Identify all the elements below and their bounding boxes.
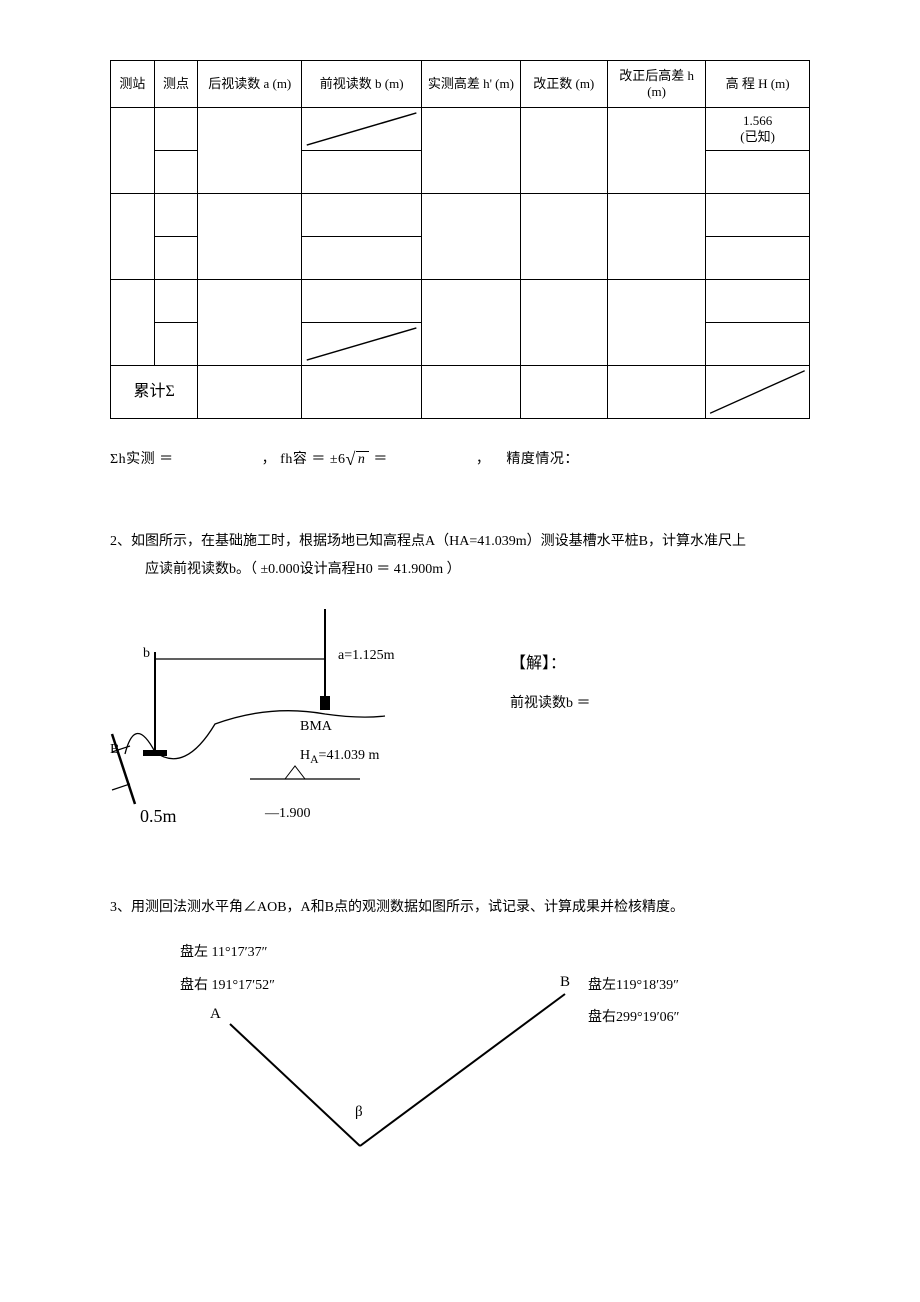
comma-1: ，	[262, 452, 277, 467]
cell-fore-3a	[302, 280, 422, 323]
cell-point-1a	[154, 108, 198, 151]
cell-sum-hprime	[422, 366, 520, 419]
cell-sum-elev-diag	[706, 366, 810, 419]
q2-solution-b: 前视读数b ＝	[510, 692, 591, 712]
q3-figure: 盘左 11°17′37″ 盘右 191°17′52″ A B 盘左119°18′…	[110, 936, 810, 1166]
th-point: 测点	[154, 61, 198, 108]
cell-elev-known: 1.566 (已知)	[706, 108, 810, 151]
cell-corr-3	[520, 280, 607, 366]
q2-solution-title: 【解】：	[510, 649, 566, 673]
cell-elev-2a	[706, 194, 810, 237]
cell-back-1	[198, 108, 302, 194]
fh-label: fh容 ＝ ±6	[280, 452, 345, 467]
cell-point-3a	[154, 280, 198, 323]
cell-corrh-1	[607, 108, 705, 194]
cell-fore-2a	[302, 194, 422, 237]
precision-label: 精度情况：	[506, 452, 579, 467]
cell-elev-3a	[706, 280, 810, 323]
cell-elev-1b	[706, 151, 810, 194]
q2-line2: 应读前视读数b。（ ±0.000设计高程H0 ＝ 41.900m ）	[110, 556, 810, 584]
document-page: 测站 测点 后视读数 a (m) 前视读数 b (m) 实测高差 h' (m) …	[0, 0, 920, 1206]
cell-sum-fore	[302, 366, 422, 419]
cell-sum-back	[198, 366, 302, 419]
question-2: 2、如图所示，在基础施工时，根据场地已知高程点A（HA=41.039m）测设基槽…	[110, 528, 810, 844]
cell-fore-1a-diag	[302, 108, 422, 151]
th-corrh: 改正后高差 h (m)	[607, 61, 705, 108]
cell-corr-2	[520, 194, 607, 280]
th-corr: 改正数 (m)	[520, 61, 607, 108]
cell-back-3	[198, 280, 302, 366]
cell-station-1	[111, 108, 155, 194]
cell-station-2	[111, 194, 155, 280]
th-fore: 前视读数 b (m)	[302, 61, 422, 108]
cell-point-1b	[154, 151, 198, 194]
q2-label-minus: —1.900	[265, 806, 311, 822]
q3-angle-svg	[110, 936, 810, 1166]
cell-station-3	[111, 280, 155, 366]
cell-point-2a	[154, 194, 198, 237]
cell-corrh-3	[607, 280, 705, 366]
cell-sum-corr	[520, 366, 607, 419]
cell-sum-corrh	[607, 366, 705, 419]
cell-corrh-2	[607, 194, 705, 280]
comma-2: ，	[476, 452, 491, 467]
th-back: 后视读数 a (m)	[198, 61, 302, 108]
question-3: 3、用测回法测水平角∠AOB，A和B点的观测数据如图所示，试记录、计算成果并检核…	[110, 894, 810, 1166]
sqrt-icon: √n	[346, 447, 370, 468]
cell-fore-2b	[302, 237, 422, 280]
cell-hprime-2	[422, 194, 520, 280]
eq-sign: ＝	[369, 452, 388, 467]
q3-line1: 3、用测回法测水平角∠AOB，A和B点的观测数据如图所示，试记录、计算成果并检核…	[110, 900, 684, 915]
q2-label-a: a=1.125m	[338, 648, 395, 664]
q2-line1: 2、如图所示，在基础施工时，根据场地已知高程点A（HA=41.039m）测设基槽…	[110, 534, 746, 549]
cell-point-3b	[154, 323, 198, 366]
q2-figure: a=1.125m b BMA HA=41.039 m B 0.5m —1.900…	[110, 604, 810, 844]
cell-elev-3b	[706, 323, 810, 366]
q2-label-bma: BMA	[300, 719, 332, 735]
formula-line: Σh实测 ＝ ， fh容 ＝ ±6√n ＝ ， 精度情况：	[110, 447, 810, 468]
cell-back-2	[198, 194, 302, 280]
q2-label-ha: HA=41.039 m	[300, 748, 379, 766]
th-hprime: 实测高差 h' (m)	[422, 61, 520, 108]
cell-corr-1	[520, 108, 607, 194]
q3-beta: β	[355, 1104, 363, 1121]
cell-hprime-3	[422, 280, 520, 366]
cell-point-2b	[154, 237, 198, 280]
th-station: 测站	[111, 61, 155, 108]
q2-label-05m: 0.5m	[140, 806, 177, 827]
cell-fore-1b	[302, 151, 422, 194]
survey-table: 测站 测点 后视读数 a (m) 前视读数 b (m) 实测高差 h' (m) …	[110, 60, 810, 419]
cell-back-3b-diag	[302, 323, 422, 366]
cell-sum-label: 累计Σ	[111, 366, 198, 419]
q2-label-b-small: b	[143, 646, 150, 662]
th-elev: 高 程 H (m)	[706, 61, 810, 108]
q2-label-B: B	[110, 742, 119, 758]
sigma-h-label: Σh实测 ＝	[110, 452, 174, 467]
cell-elev-2b	[706, 237, 810, 280]
cell-hprime-1	[422, 108, 520, 194]
